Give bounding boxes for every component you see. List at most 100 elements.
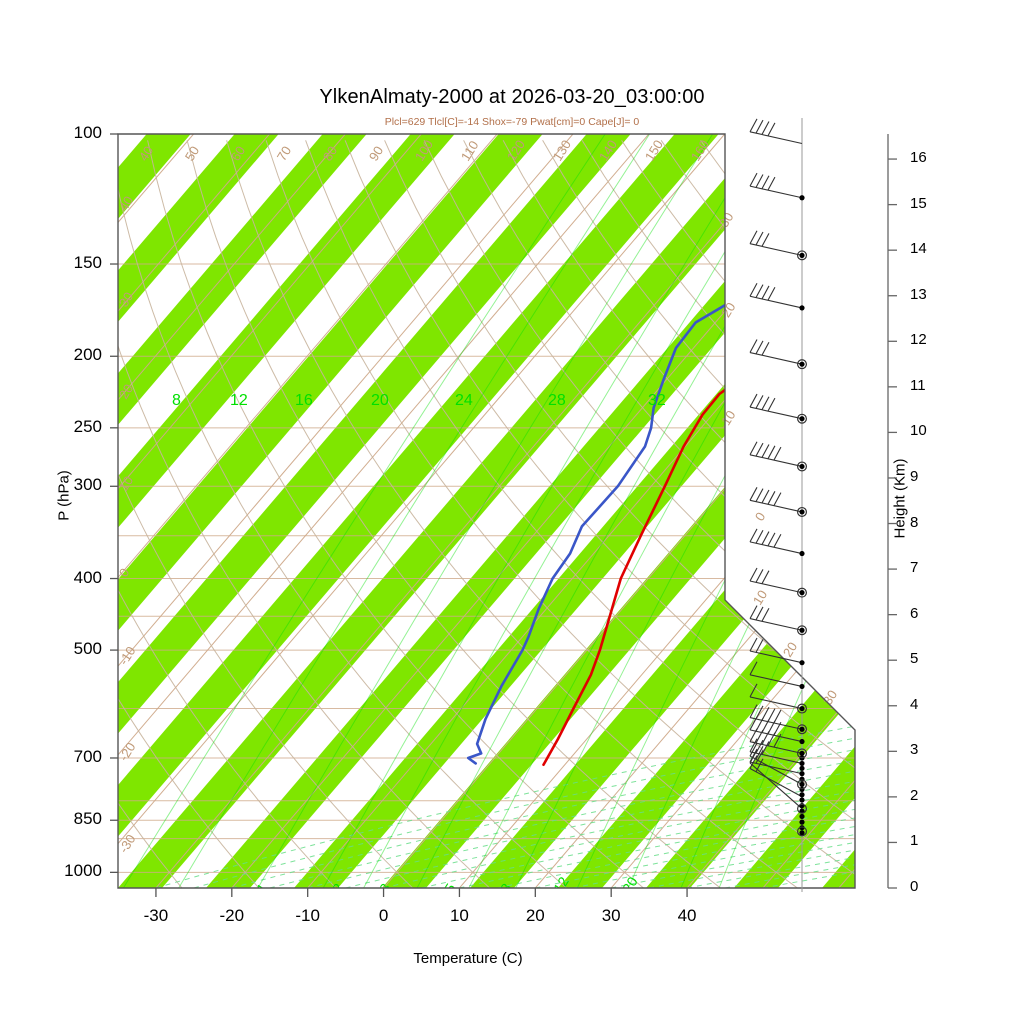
wind-barb-flag [767,176,776,191]
isotherm-line [0,134,42,888]
temperature-tick-label: -30 [143,906,169,925]
mixing-ratio-line [257,134,714,888]
wind-barb-flag [761,396,770,411]
dry-adiabat-line [463,140,855,888]
wind-barb-shaft [749,580,803,594]
mixing-ratio-label-bottom: 2 [329,880,347,895]
isotherm-line [610,134,855,888]
dry-adiabat-line [118,140,260,888]
dry-adiabat-line [118,140,183,888]
wind-level-dot [799,590,805,596]
wind-barb-flag [767,287,776,301]
wind-barb-shaft [749,650,803,664]
wind-barb-flag [767,397,776,412]
isotherm-label-left: -20 [116,740,139,764]
wind-level-dot [799,813,805,820]
wind-barb-flag [749,282,758,297]
wind-barb-flag [755,284,764,298]
pressure-tick-label: 300 [73,475,102,495]
wind-level-dot [799,771,805,777]
dry-adiabat-line [118,140,567,888]
isotherm-line [118,134,726,888]
wind-barb-flag [749,605,758,619]
wind-barb-flag [755,442,764,457]
wind-barb-shaft [749,185,803,199]
isotherm-line [383,134,855,888]
shade-band [118,134,719,888]
wind-barb-flag [755,488,764,502]
wind-barb-flag [773,733,782,748]
dry-adiabat-label: 80 [320,143,340,163]
wind-level-dot [799,781,805,787]
mixing-ratio-label-mid: 8 [172,392,181,409]
isotherm-line [118,134,422,888]
wind-level-dot [799,361,805,367]
dry-adiabat-label: 40 [136,143,156,163]
shade-band [206,134,855,888]
wind-barb-shaft [749,755,803,785]
page-title: YlkenAlmaty-2000 at 2026-03-20_03:00:00 [319,86,705,108]
moist-adiabat-line [573,134,855,888]
wind-level-dot [799,819,805,825]
height-tick-label: 15 [910,194,927,212]
wind-barb-flag [755,729,764,744]
wind-barb-flag [755,231,764,246]
wind-barb-flag [755,395,764,409]
wind-significant-level [796,250,807,261]
temperature-tick-label: 20 [525,906,545,925]
mixing-ratio-label-bottom: 3 [376,880,394,895]
shade-band [646,134,855,888]
wind-barb-flag [749,683,758,698]
height-tick-label: 6 [910,604,919,622]
mixing-ratio-label-bottom: 20 [619,874,641,896]
isotherm-line [118,134,650,888]
dry-adiabat-line [502,140,855,888]
isotherm-label-right: 0 [752,510,769,524]
wind-barb-flag [773,533,782,548]
wind-barb-shaft [749,406,803,420]
plot-inner-group: 40 50 60 70 80 90 100 110 120 130 140 150 1604030201… [0,134,855,896]
wind-barb-flag [749,728,758,742]
height-tick-label: 11 [910,376,926,394]
temperature-tick-label: 40 [677,906,697,925]
wind-barb-group [749,118,807,837]
wind-barb-flag [749,339,758,353]
mixing-ratio-label-mid: 20 [371,392,389,409]
wind-significant-level [796,703,807,714]
wind-level-dot [799,509,805,515]
wind-barb-shaft [749,696,803,710]
wind-barb-flag [749,716,758,731]
wind-level-dot [799,550,805,557]
wind-barb-flag [755,606,764,621]
isotherm-line [118,134,498,888]
wind-barb-flag [761,233,770,247]
wind-barb-flag [761,285,770,300]
wind-barb-flag [761,175,770,190]
wind-significant-level [796,748,807,759]
dry-adiabat-line [226,140,798,888]
mixing-ratio-line [680,134,855,888]
temperature-tick-label: 0 [378,906,389,925]
dry-adiabat-line [118,140,414,888]
isotherm-label-right: 10 [750,587,770,607]
pressure-tick-label: 500 [73,639,102,659]
wind-barb-flag [755,705,764,720]
dry-adiabat-label: 60 [228,143,248,163]
temperature-tick-label: -20 [219,906,245,925]
wind-barb-shaft [749,352,803,365]
wind-level-dot [799,195,805,201]
wind-barb-shaft [749,762,803,810]
wind-barb-shaft [749,499,803,513]
wind-barb-flag [755,639,764,653]
wind-barb-flag [749,749,758,764]
wind-barb-flag [749,738,758,753]
wind-barb-flag [749,704,758,718]
wind-barb-flag [749,230,758,244]
height-tick-label: 8 [910,513,919,531]
height-tick-label: 2 [910,786,919,804]
wind-barb-flag [761,341,770,356]
wind-barb-shaft [749,767,803,798]
isotherm-label-left: -30 [116,832,139,856]
temperature-profile-line [542,134,855,767]
